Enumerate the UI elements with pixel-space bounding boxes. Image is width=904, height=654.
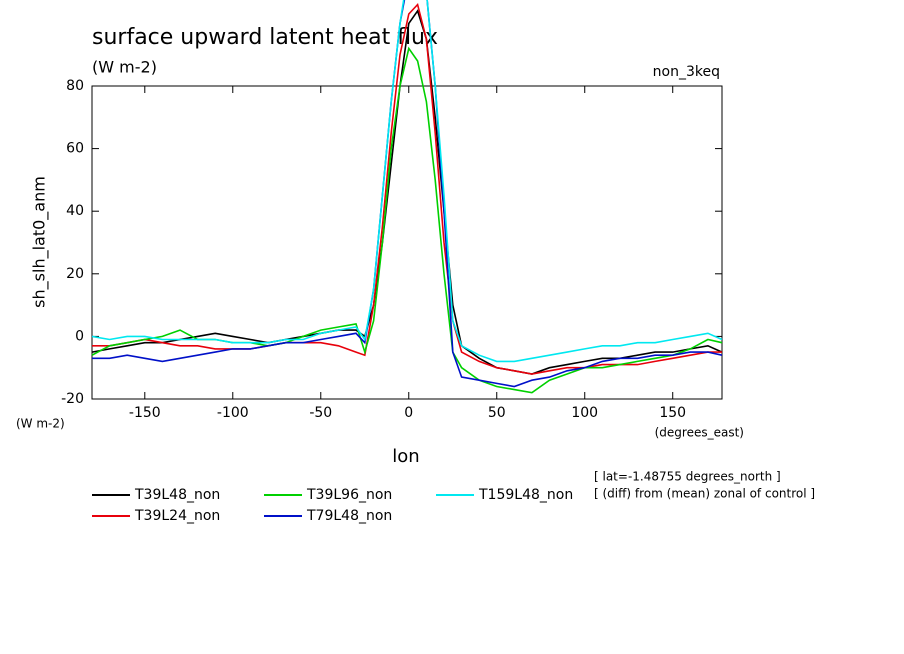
- x-tick-label: -50: [309, 405, 332, 421]
- series-line: [91, 9, 723, 375]
- legend-label: T159L48_non: [478, 487, 573, 503]
- legend-label: T39L24_non: [134, 508, 220, 524]
- legend-label: T39L48_non: [134, 487, 220, 503]
- y-tick-label: 80: [66, 78, 84, 94]
- legend-label: T79L48_non: [306, 508, 392, 524]
- x-tick-label: 0: [404, 405, 413, 421]
- y-tick-label: -20: [61, 391, 84, 407]
- x-units: (degrees_east): [655, 426, 744, 440]
- x-tick-label: 150: [659, 405, 686, 421]
- y-tick-label: 60: [66, 141, 84, 157]
- x-tick-label: -100: [217, 405, 249, 421]
- legend-label: T39L96_non: [306, 487, 392, 503]
- note: [ lat=-1.48755 degrees_north ]: [594, 470, 781, 484]
- note: [ (diff) from (mean) zonal of control ]: [594, 487, 815, 501]
- x-tick-label: -150: [129, 405, 161, 421]
- series-line: [92, 2, 722, 375]
- y-axis-label: sh_slh_lat0_anm: [30, 176, 50, 308]
- series-line: [91, 0, 723, 363]
- x-axis-label: lon: [392, 446, 419, 467]
- chart-title: surface upward latent heat flux: [92, 25, 438, 50]
- x-tick-label: 50: [488, 405, 506, 421]
- x-tick-label: 100: [571, 405, 598, 421]
- plot-frame: [91, 85, 723, 400]
- y-tick-label: 40: [66, 203, 84, 219]
- y-units: (W m-2): [16, 417, 65, 431]
- y-tick-label: 0: [75, 328, 84, 344]
- chart-subtitle: (W m-2): [92, 58, 157, 77]
- y-tick-label: 20: [66, 266, 84, 282]
- corner-label: non_3keq: [653, 64, 720, 80]
- series-line: [92, 0, 723, 388]
